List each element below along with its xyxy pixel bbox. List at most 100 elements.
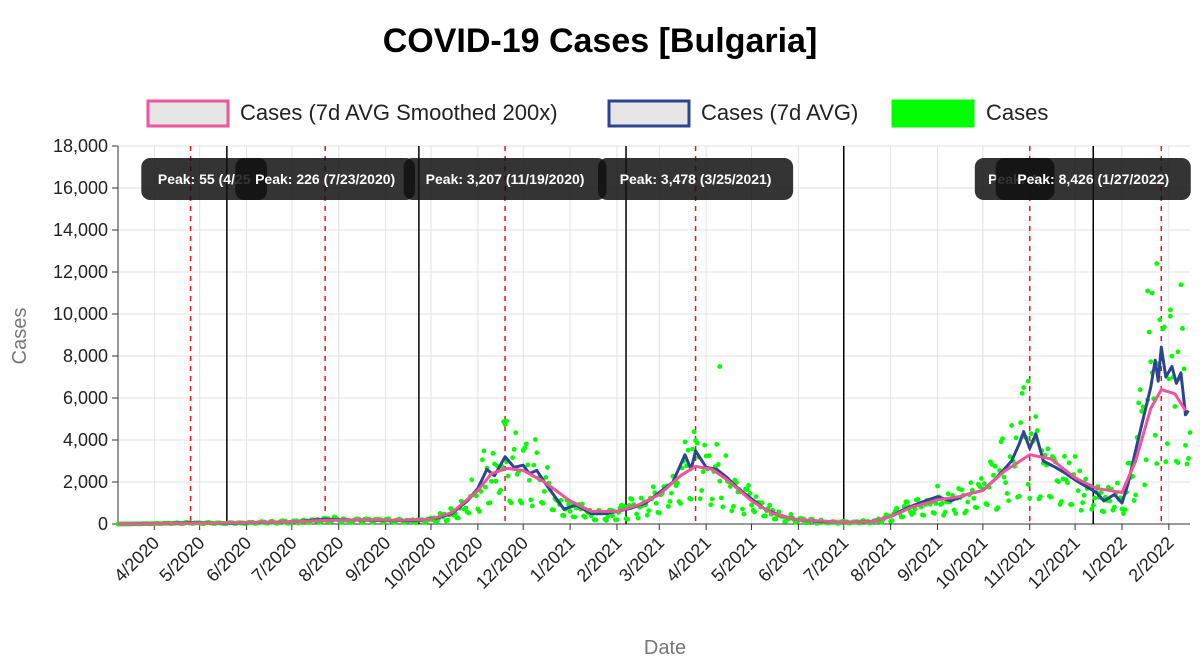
- case-point: [1027, 495, 1033, 501]
- series-lines: [117, 345, 1190, 526]
- case-point: [992, 463, 998, 469]
- case-point: [1025, 378, 1031, 384]
- case-point: [910, 510, 916, 516]
- x-tick-label: 2/2021: [573, 533, 626, 586]
- case-point: [1037, 494, 1043, 500]
- case-point: [1080, 500, 1086, 506]
- case-point: [991, 472, 996, 478]
- case-point: [513, 430, 519, 436]
- case-point: [543, 475, 549, 480]
- y-tick-label: 14,000: [53, 220, 108, 240]
- case-point: [730, 504, 736, 509]
- case-point: [1101, 509, 1107, 515]
- case-point: [935, 483, 940, 489]
- peak-label-text: Peak: 226 (7/23/2020): [255, 171, 395, 187]
- case-point: [1092, 495, 1098, 501]
- case-point: [531, 462, 537, 468]
- case-point: [490, 451, 496, 456]
- case-point: [614, 517, 620, 523]
- x-tick-label: 6/2020: [202, 533, 255, 586]
- case-point: [1133, 492, 1138, 498]
- legend-label-smoothed[interactable]: Cases (7d AVG Smoothed 200x): [240, 100, 558, 125]
- case-point: [1033, 414, 1039, 419]
- case-point: [638, 495, 644, 501]
- case-point: [528, 497, 534, 503]
- case-point: [984, 502, 990, 508]
- case-point: [729, 508, 735, 514]
- y-tick-label: 2,000: [63, 472, 108, 492]
- case-point: [971, 496, 977, 501]
- case-point: [540, 500, 546, 506]
- case-point: [688, 496, 694, 502]
- peak-label-text: Peak: 55 (4/25: [158, 171, 251, 187]
- case-point: [644, 512, 650, 518]
- x-tick-label: 4/2020: [110, 533, 163, 586]
- wave-boundaries: [226, 146, 1094, 524]
- case-point: [741, 511, 747, 517]
- case-point: [498, 487, 503, 493]
- case-point: [1154, 461, 1160, 467]
- case-point: [603, 518, 609, 523]
- legend-swatch-cases[interactable]: [891, 99, 975, 128]
- case-point: [1072, 454, 1078, 459]
- legend-swatch-smoothed[interactable]: [146, 99, 230, 128]
- peak-label-text: Peak: 3,207 (11/19/2020): [426, 171, 585, 187]
- series-line-smoothed: [117, 388, 1187, 526]
- peak-lines: [189, 146, 1163, 524]
- legend-label-cases[interactable]: Cases: [986, 100, 1048, 125]
- case-point: [968, 480, 974, 486]
- case-point: [1137, 387, 1143, 393]
- peak-label: Peak: 226 (7/23/2020): [235, 158, 415, 200]
- case-point: [933, 501, 939, 506]
- case-point: [665, 503, 671, 509]
- chart-title: COVID-19 Cases [Bulgaria]: [383, 22, 818, 60]
- case-point: [1013, 435, 1019, 441]
- case-point: [945, 491, 951, 497]
- y-axis-label: Cases: [9, 308, 31, 365]
- case-point: [904, 499, 910, 505]
- case-point: [1178, 282, 1184, 288]
- case-point: [694, 440, 700, 446]
- case-point: [749, 502, 754, 508]
- case-point: [1083, 476, 1089, 482]
- case-point: [965, 499, 971, 505]
- case-point: [656, 510, 662, 516]
- case-point: [481, 448, 487, 454]
- x-tick-label: 7/2020: [248, 533, 301, 586]
- case-point: [567, 508, 573, 514]
- case-point: [1062, 453, 1067, 459]
- case-point: [582, 514, 588, 520]
- case-point: [1186, 456, 1191, 461]
- y-tick-label: 6,000: [63, 388, 108, 408]
- case-point: [510, 455, 516, 461]
- case-point: [504, 418, 509, 424]
- case-point: [1180, 326, 1185, 331]
- case-point: [625, 516, 630, 522]
- peak-label-text: Peak: 8,426 (1/27/2022): [1017, 171, 1169, 187]
- case-point: [767, 502, 773, 508]
- case-point: [1025, 481, 1031, 487]
- case-point: [921, 512, 927, 518]
- case-point: [593, 517, 599, 523]
- case-point: [1028, 431, 1034, 437]
- case-point: [718, 495, 724, 501]
- case-point: [915, 497, 921, 502]
- case-point: [1157, 317, 1163, 323]
- case-point: [690, 446, 695, 452]
- case-point: [1001, 474, 1007, 480]
- case-point: [678, 501, 683, 506]
- legend-swatch-7d-avg[interactable]: [607, 99, 691, 128]
- case-point: [682, 439, 688, 445]
- legend-label-7d-avg[interactable]: Cases (7d AVG): [701, 100, 858, 125]
- peak-label: Peak: 8,426 (1/27/2022): [995, 158, 1191, 200]
- case-point: [708, 502, 714, 508]
- case-point: [572, 514, 578, 520]
- peak-label: Peak: 3,207 (11/19/2020): [403, 158, 607, 200]
- case-point: [525, 462, 531, 468]
- case-point: [561, 513, 567, 519]
- case-point: [717, 364, 723, 369]
- y-tick-label: 18,000: [53, 136, 108, 156]
- case-point: [605, 514, 611, 519]
- case-point: [1077, 468, 1083, 474]
- case-point: [753, 494, 759, 500]
